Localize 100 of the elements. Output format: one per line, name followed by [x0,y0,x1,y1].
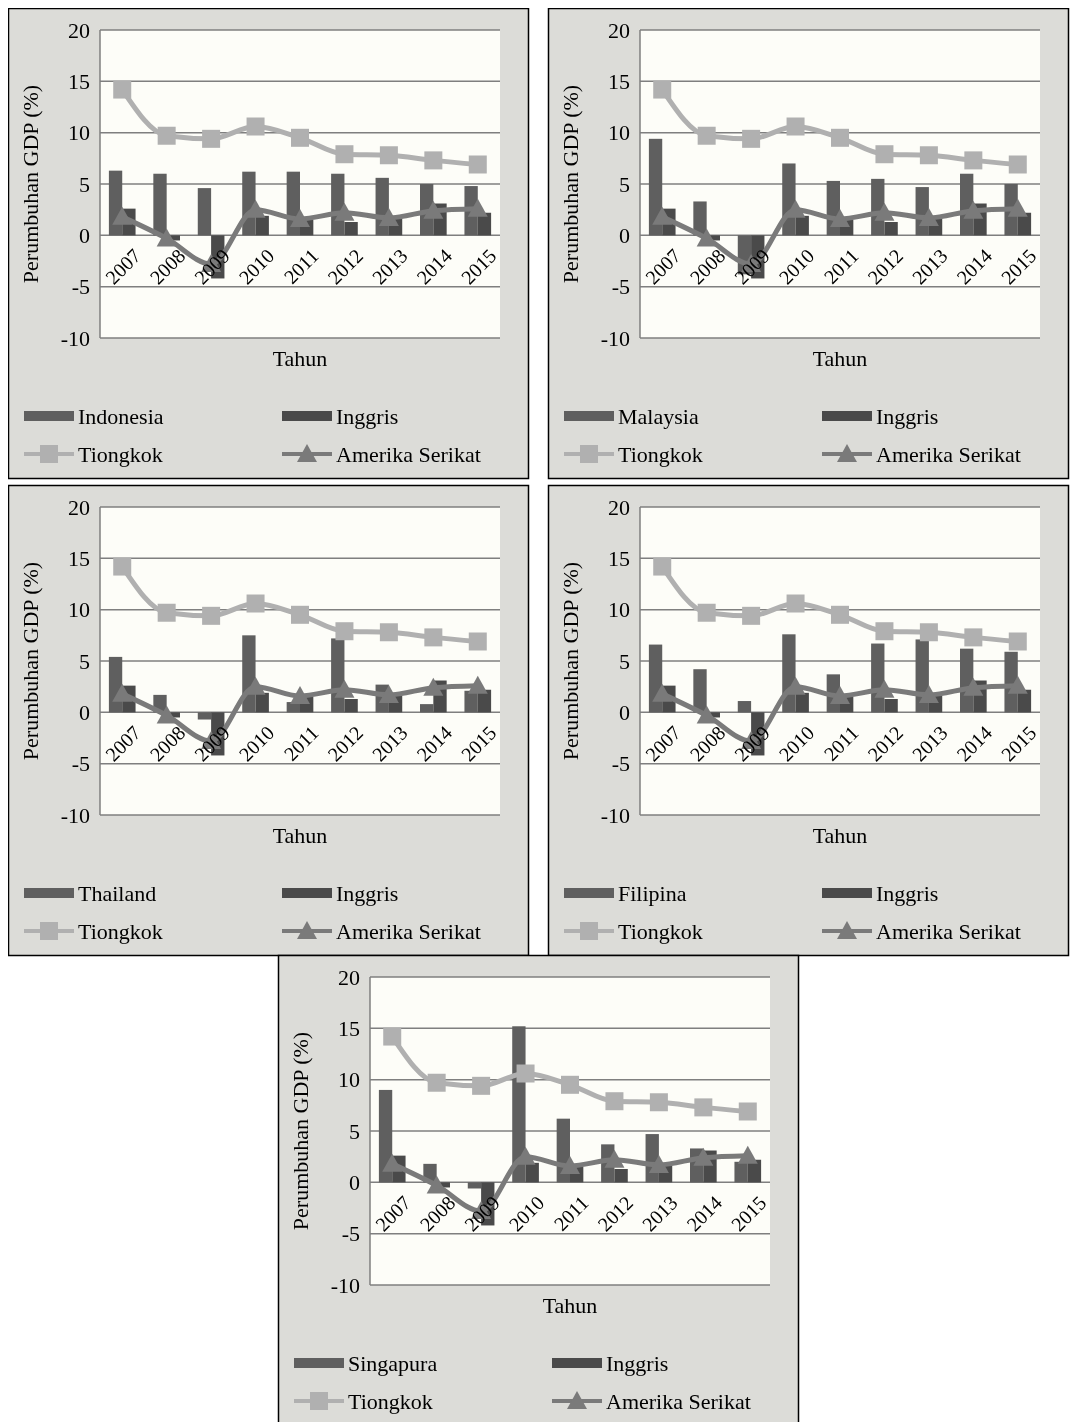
point [605,1092,624,1111]
y-tick-label: 20 [68,17,90,43]
y-tick-label: 5 [79,171,90,197]
y-tick-label: 5 [79,648,90,674]
point [963,200,984,219]
legend-label: Tiongkok [78,441,163,467]
point [919,146,938,165]
y-tick-label: 20 [608,17,630,43]
point [112,683,133,702]
point [697,603,716,622]
point [378,684,399,703]
y-tick-label: 10 [608,597,630,623]
point [786,117,805,136]
point [382,1153,403,1172]
point [290,685,310,704]
point [648,1154,669,1173]
point [964,151,983,170]
bar [737,701,752,713]
y-tick-label: 10 [68,120,90,146]
point [830,685,850,704]
point [785,676,806,695]
bar [884,698,898,713]
point [334,202,355,221]
legend-label: Inggris [876,403,939,429]
point [742,606,761,625]
y-axis-title: Perumbuhan GDP (%) [558,84,583,284]
point [383,1027,402,1046]
legend-label: Inggris [606,1350,669,1376]
point [202,129,221,148]
y-axis-title: Perumbuhan GDP (%) [288,1031,313,1231]
y-tick-label: 20 [68,494,90,520]
legend-label: Amerika Serikat [606,1388,751,1414]
y-tick-label: 20 [608,494,630,520]
point [335,145,354,164]
point [1007,198,1028,217]
point [1007,675,1028,694]
legend-label: Amerika Serikat [876,441,1021,467]
point [427,1073,446,1092]
point [831,605,849,624]
point [113,80,132,99]
point [468,155,487,174]
y-axis-title: Perumbuhan GDP (%) [18,84,43,284]
point [604,1149,625,1168]
x-axis-title: Tahun [812,823,868,848]
point [423,677,444,696]
y-tick-label: -10 [60,802,90,828]
point [785,199,806,218]
point [696,705,717,724]
y-tick-label: 10 [68,597,90,623]
point [874,679,895,698]
point [202,606,221,625]
y-tick-label: 15 [68,69,90,95]
point [157,603,176,622]
point [875,622,894,641]
y-tick-label: -10 [600,802,630,828]
legend-label: Amerika Serikat [336,918,481,944]
point [335,622,354,641]
point [653,557,672,576]
bar [344,221,358,236]
legend-label: Amerika Serikat [336,441,481,467]
point [737,1145,758,1164]
legend-label: Tiongkok [78,918,163,944]
point [963,677,984,696]
point [830,208,850,227]
point [245,676,266,695]
y-tick-label: 15 [608,69,630,95]
point [694,1098,713,1117]
point [742,129,761,148]
point [246,117,265,136]
legend-label: Inggris [876,880,939,906]
point [157,126,176,145]
y-tick-label: -5 [341,1221,360,1247]
y-tick-label: 0 [79,700,90,726]
point [334,679,355,698]
point [560,1155,580,1174]
point [245,199,266,218]
bar [648,138,663,236]
legend-label: Tiongkok [348,1388,433,1414]
legend-label: Amerika Serikat [876,918,1021,944]
point [738,1102,757,1121]
point [515,1146,536,1165]
point [378,207,399,226]
legend-label: Tiongkok [618,918,703,944]
y-tick-label: 0 [79,223,90,249]
bar [693,669,707,713]
bar [467,1182,482,1189]
legend-label: Inggris [336,880,399,906]
point [379,146,398,165]
point [918,207,939,226]
point [1008,155,1027,174]
bar [344,698,358,713]
point [693,1147,714,1166]
y-tick-label: -5 [71,751,90,777]
point [918,684,939,703]
point [423,200,444,219]
bar [734,1161,748,1183]
y-tick-label: -10 [60,325,90,351]
bar [153,173,167,236]
point [113,557,132,576]
y-tick-label: -10 [330,1272,360,1298]
